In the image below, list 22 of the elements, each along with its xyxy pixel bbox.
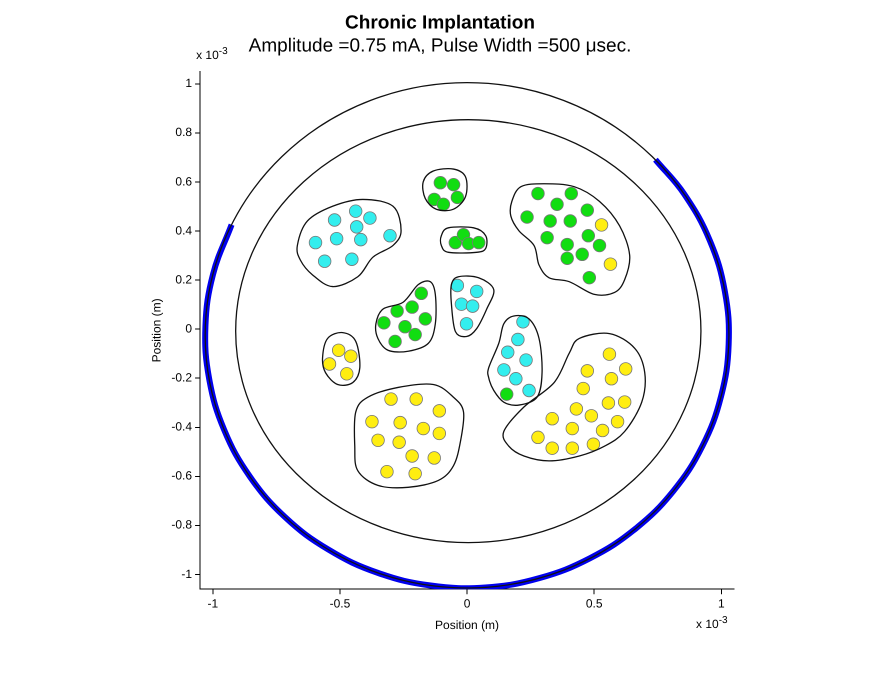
- x-tick-label: -1: [207, 596, 218, 611]
- y-tick-label: 0.4: [175, 223, 192, 238]
- x-tick-label: 0: [464, 596, 471, 611]
- y-tick-label: -1: [181, 566, 192, 581]
- y-tick-label: 0.2: [175, 272, 192, 286]
- y-tick-label: 0: [185, 321, 192, 336]
- y-tick-label: -0.4: [171, 420, 192, 434]
- y-tick-label: -0.2: [171, 370, 192, 385]
- x-tick-label: -0.5: [330, 596, 351, 611]
- y-tick-label: 0.6: [175, 174, 192, 188]
- text: x 10$^{-3}$: [696, 615, 728, 632]
- chart-subtitle: Amplitude =0.75 mA, Pulse Width =500 μsec.: [248, 35, 632, 56]
- y-tick-label: -0.6: [171, 468, 192, 483]
- y-tick-label: 1: [185, 76, 192, 90]
- y-tick-label: 0.8: [175, 125, 192, 140]
- x-tick-label: 1: [718, 596, 725, 611]
- y-tick-label: -0.8: [171, 518, 192, 532]
- x-tick-label: 0.5: [586, 596, 603, 611]
- y-axis-title: Position (m): [150, 298, 164, 362]
- x-axis-title: Position (m): [435, 618, 500, 632]
- text: x 10$^{-3}$: [196, 46, 228, 62]
- chart-title: Chronic Implantation: [345, 12, 535, 34]
